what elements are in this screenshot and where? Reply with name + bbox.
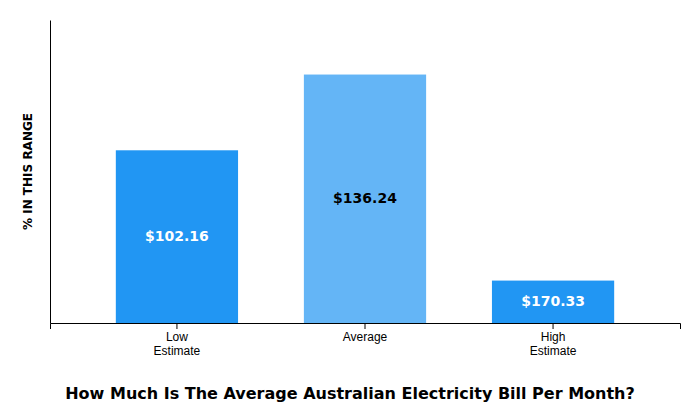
annotations: $102.16 $136.24 $170.33	[145, 190, 585, 309]
y-axis	[50, 21, 51, 324]
bar	[116, 150, 238, 323]
chart-svg: $102.16 $136.24 $170.33 LowEstimate Average H…	[0, 0, 700, 413]
x-tick-mark	[176, 323, 177, 329]
x-axis: LowEstimate Average HighEstimate	[51, 323, 681, 358]
bar	[304, 75, 426, 323]
x-tick: LowEstimate	[154, 323, 201, 358]
x-tick-mark	[553, 323, 554, 329]
x-axis-line	[51, 324, 681, 330]
x-tick-mark	[365, 323, 366, 329]
y-axis-line	[50, 21, 51, 324]
x-tick-label: HighEstimate	[530, 330, 577, 358]
x-tick: Average	[343, 323, 388, 344]
annotation: $170.33	[521, 293, 585, 309]
x-tick-label: Average	[343, 330, 388, 344]
x-tick-label: LowEstimate	[154, 330, 201, 358]
bars	[116, 75, 614, 323]
chart-title: How Much Is The Average Australian Elect…	[65, 384, 635, 403]
x-tick: HighEstimate	[530, 323, 577, 358]
y-axis-title: % IN THIS RANGE	[21, 113, 35, 230]
plot-area: $102.16 $136.24 $170.33 LowEstimate Average H…	[21, 21, 681, 358]
bar	[492, 281, 614, 323]
annotation: $136.24	[333, 190, 397, 206]
annotation: $102.16	[145, 228, 209, 244]
